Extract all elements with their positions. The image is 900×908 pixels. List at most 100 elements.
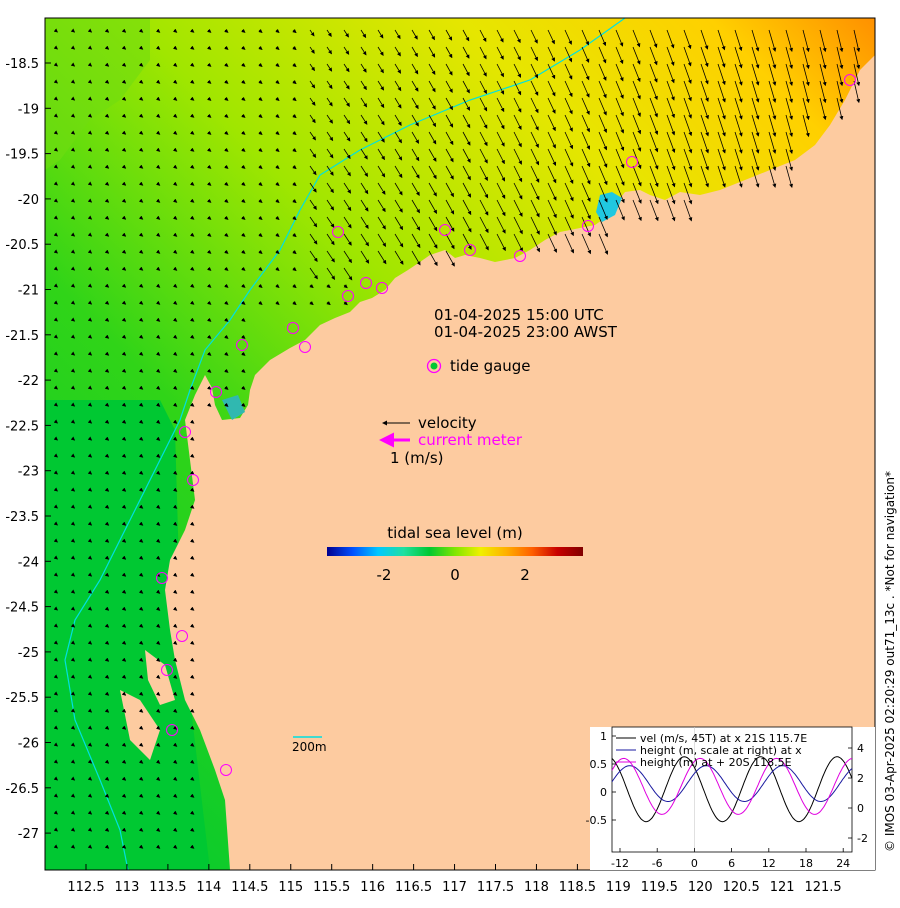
velocity-arrow bbox=[121, 844, 127, 849]
velocity-arrow bbox=[428, 250, 438, 267]
velocity-arrow bbox=[53, 844, 59, 849]
velocity-arrow bbox=[172, 793, 178, 798]
velocity-arrow bbox=[70, 691, 76, 696]
velocity-arrow bbox=[190, 334, 195, 339]
velocity-arrow bbox=[326, 182, 334, 194]
velocity-arrow bbox=[104, 555, 110, 560]
velocity-arrow bbox=[121, 334, 127, 339]
inset-x-tick-label: -12 bbox=[611, 857, 629, 870]
velocity-arrow bbox=[70, 759, 76, 764]
velocity-arrow bbox=[666, 199, 676, 222]
velocity-arrow bbox=[853, 29, 861, 53]
velocity-arrow bbox=[360, 216, 369, 229]
velocity-arrow bbox=[666, 114, 676, 136]
velocity-arrow bbox=[309, 267, 318, 280]
velocity-arrow bbox=[121, 317, 127, 322]
velocity-arrow bbox=[138, 555, 144, 560]
velocity-arrow bbox=[172, 283, 178, 288]
velocity-arrow bbox=[155, 334, 161, 339]
velocity-arrow bbox=[275, 96, 280, 102]
velocity-arrow bbox=[87, 725, 93, 730]
velocity-arrow bbox=[138, 45, 144, 50]
velocity-arrow bbox=[104, 334, 110, 339]
velocity-arrow bbox=[836, 80, 844, 104]
velocity-arrow bbox=[513, 131, 522, 148]
velocity-arrow bbox=[87, 623, 93, 628]
velocity-arrow bbox=[462, 97, 470, 111]
velocity-arrow bbox=[564, 63, 573, 80]
velocity-arrow bbox=[207, 317, 212, 322]
velocity-arrow bbox=[104, 249, 110, 254]
velocity-arrow bbox=[190, 640, 195, 645]
velocity-arrow bbox=[649, 182, 659, 205]
velocity-arrow bbox=[190, 215, 195, 220]
velocity-arrow bbox=[428, 216, 438, 232]
velocity-arrow bbox=[87, 317, 93, 322]
velocity-arrow bbox=[445, 46, 453, 59]
velocity-arrow bbox=[666, 131, 676, 153]
velocity-arrow bbox=[70, 351, 76, 356]
velocity-arrow bbox=[104, 130, 110, 135]
velocity-arrow bbox=[683, 46, 692, 67]
velocity-arrow bbox=[190, 487, 195, 492]
velocity-arrow bbox=[155, 317, 161, 322]
x-tick-label: 121.5 bbox=[804, 880, 841, 895]
velocity-arrow bbox=[121, 538, 127, 543]
velocity-arrow bbox=[70, 589, 76, 594]
velocity-arrow bbox=[547, 97, 556, 114]
velocity-arrow bbox=[207, 79, 212, 84]
velocity-arrow bbox=[53, 589, 59, 594]
velocity-arrow bbox=[241, 249, 246, 254]
velocity-arrow bbox=[121, 793, 127, 798]
velocity-arrow bbox=[87, 130, 93, 135]
velocity-arrow bbox=[513, 114, 522, 131]
velocity-arrow bbox=[785, 97, 793, 120]
velocity-arrow bbox=[411, 97, 419, 110]
velocity-arrow bbox=[258, 79, 263, 85]
velocity-arrow bbox=[615, 97, 624, 117]
velocity-arrow bbox=[309, 301, 314, 306]
velocity-arrow bbox=[138, 759, 144, 764]
velocity-arrow bbox=[649, 148, 659, 170]
velocity-arrow bbox=[172, 181, 178, 186]
velocity-arrow bbox=[700, 148, 709, 171]
inset-ticks: 1 0.5 0 -0.5 4 2 0 -2 -12 -6 0 6 12 18 24 bbox=[586, 730, 868, 870]
velocity-arrow bbox=[104, 96, 110, 101]
velocity-arrow bbox=[462, 29, 470, 42]
velocity-arrow bbox=[207, 249, 212, 254]
velocity-arrow bbox=[445, 97, 453, 111]
velocity-arrow bbox=[155, 759, 161, 764]
velocity-arrow bbox=[513, 80, 522, 96]
velocity-arrow bbox=[275, 181, 280, 187]
velocity-arrow bbox=[581, 165, 591, 185]
velocity-arrow bbox=[292, 215, 297, 221]
velocity-arrow bbox=[479, 63, 487, 77]
velocity-arrow bbox=[258, 215, 263, 221]
velocity-arrow bbox=[104, 368, 110, 373]
velocity-arrow bbox=[53, 657, 59, 662]
velocity-arrow bbox=[326, 301, 331, 306]
velocity-arrow bbox=[462, 63, 470, 77]
velocity-arrow bbox=[445, 63, 453, 76]
velocity-arrow bbox=[632, 165, 642, 187]
velocity-arrow bbox=[121, 62, 127, 67]
velocity-arrow bbox=[700, 114, 709, 137]
velocity-arrow bbox=[70, 623, 76, 628]
velocity-arrow bbox=[326, 267, 336, 280]
velocity-arrow bbox=[190, 572, 195, 577]
velocity-arrow bbox=[309, 29, 315, 37]
velocity-arrow bbox=[581, 97, 590, 116]
velocity-arrow bbox=[292, 45, 297, 51]
velocity-arrow bbox=[581, 199, 591, 220]
velocity-arrow bbox=[87, 334, 93, 339]
velocity-arrow bbox=[53, 45, 59, 50]
velocity-arrow bbox=[649, 46, 658, 66]
velocity-arrow bbox=[496, 216, 506, 234]
tide-gauge-marker bbox=[582, 220, 594, 232]
velocity-arrow bbox=[530, 131, 539, 149]
velocity-arrow bbox=[394, 29, 401, 40]
velocity-arrow bbox=[547, 165, 557, 184]
velocity-arrow bbox=[207, 368, 212, 373]
velocity-arrow bbox=[462, 216, 472, 233]
velocity-arrow bbox=[632, 29, 641, 48]
